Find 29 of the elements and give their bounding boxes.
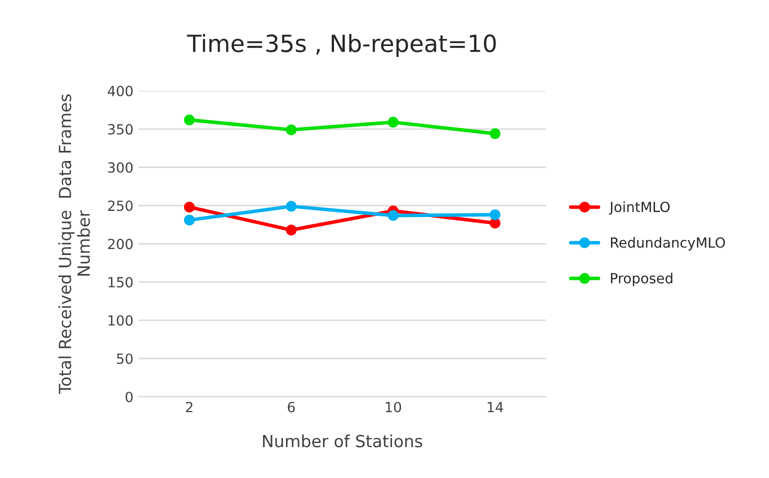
y-tick-label: 250 [108,200,133,212]
y-tick-label: 50 [116,353,133,364]
legend-label: RedundancyMLO [610,237,725,250]
point [388,116,399,128]
x-tick-label: 14 [488,402,504,412]
y-tick-label: 0 [126,392,133,402]
point [286,200,297,212]
x-tick-label: 2 [186,402,192,412]
y-tick-label: 400 [108,86,133,96]
chart-title: Time=35s , Nb-repeat=10 [186,34,496,57]
y-tick-label: 100 [108,315,133,326]
x-tick-label: 10 [386,402,402,412]
x-axis-title: Number of Stations [263,434,422,448]
point [286,224,297,236]
y-tick-label: 200 [108,238,133,250]
y-tick-label: 150 [108,276,133,288]
point [490,128,500,140]
y-axis-title: Total Received Unique Data Frames Number [58,94,90,394]
point [388,210,399,221]
point [184,214,195,226]
y-tick-label: 350 [108,124,133,135]
y-tick-label: 300 [108,162,133,173]
point [286,124,297,136]
point [184,114,195,126]
point [184,202,195,212]
legend-label: Proposed [610,272,672,286]
point [490,209,500,220]
legend-label: JointMLO [608,201,670,215]
x-tick-label: 6 [288,402,295,412]
